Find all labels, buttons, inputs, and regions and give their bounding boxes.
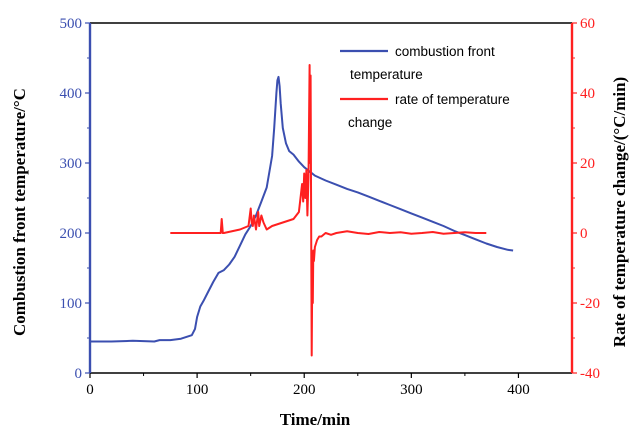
left-y-tick-label: 500 xyxy=(60,16,83,32)
x-tick-label: 100 xyxy=(186,382,209,398)
temperature-series-line xyxy=(90,75,514,343)
x-tick-label: 0 xyxy=(86,382,94,398)
left-y-tick-label: 100 xyxy=(60,296,83,312)
right-y-tick-label: 40 xyxy=(580,86,595,102)
legend-label-rate-line-1: rate of temperature xyxy=(395,92,510,107)
legend-label-temperature-line-1: combustion front xyxy=(395,44,495,59)
legend-label-rate-line-2: change xyxy=(348,115,392,130)
left-y-tick-label: 200 xyxy=(60,226,83,242)
right-y-tick-label: -20 xyxy=(580,296,600,312)
x-tick-label: 200 xyxy=(293,382,316,398)
left-y-tick-label: 0 xyxy=(75,366,83,382)
left-y-axis-title: Combustion front temperature/°C xyxy=(10,88,29,336)
right-y-tick-label: 20 xyxy=(580,156,595,172)
legend: combustion front temperature rate of tem… xyxy=(340,44,510,130)
rate-series-line xyxy=(170,64,487,357)
x-tick-label: 400 xyxy=(507,382,530,398)
x-tick-label: 300 xyxy=(400,382,423,398)
right-y-tick-label: -40 xyxy=(580,366,600,382)
x-axis-title: Time/min xyxy=(280,410,351,429)
right-y-tick-label: 0 xyxy=(580,226,588,242)
axes: 0 100 200 300 400 0 100 200 300 400 500 -40 -20 0 20 40… xyxy=(60,16,601,398)
left-y-tick-label: 300 xyxy=(60,156,83,172)
legend-label-temperature-line-2: temperature xyxy=(350,67,423,82)
plot-area xyxy=(90,64,514,357)
right-y-tick-label: 60 xyxy=(580,16,595,32)
left-y-tick-label: 400 xyxy=(60,86,83,102)
right-y-axis-title: Rate of temperature change/(°C/min) xyxy=(610,77,629,347)
